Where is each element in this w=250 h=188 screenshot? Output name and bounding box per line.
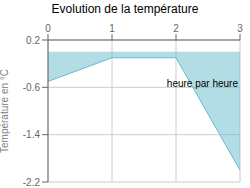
svg-text:-2.2: -2.2	[23, 177, 41, 188]
svg-text:0: 0	[45, 23, 51, 34]
html-text:Evolution de la température: Evolution de la température	[51, 2, 199, 16]
svg-text:1: 1	[109, 23, 115, 34]
svg-text:2: 2	[173, 23, 179, 34]
svg-text:3: 3	[237, 23, 243, 34]
svg-text:0.2: 0.2	[26, 35, 40, 46]
svg-text:-1.4: -1.4	[23, 129, 41, 140]
svg-text:-0.6: -0.6	[23, 82, 41, 93]
svg-text:Température en °C: Température en °C	[0, 69, 10, 153]
html-text:heure par heure: heure par heure	[166, 78, 238, 89]
